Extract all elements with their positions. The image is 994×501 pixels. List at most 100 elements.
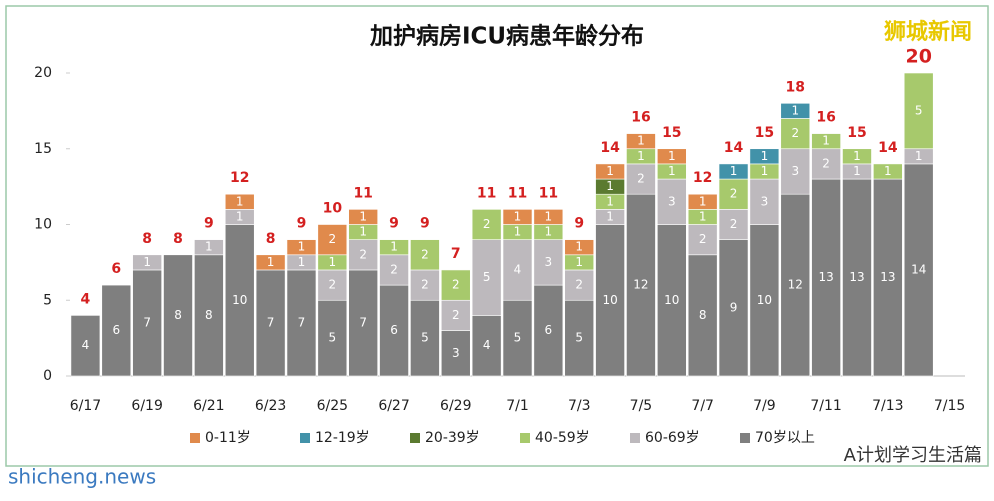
segment-label: 1 bbox=[514, 225, 522, 239]
bar-segment bbox=[657, 178, 687, 225]
segment-label: 1 bbox=[545, 225, 553, 239]
segment-label: 14 bbox=[911, 262, 926, 276]
segment-label: 1 bbox=[236, 209, 244, 223]
bar-segment bbox=[502, 239, 533, 301]
segment-label: 4 bbox=[483, 338, 491, 352]
segment-label: 7 bbox=[267, 315, 275, 329]
total-label: 6 bbox=[111, 261, 121, 277]
segment-label: 3 bbox=[668, 194, 676, 208]
total-label: 9 bbox=[389, 216, 399, 232]
segment-label: 2 bbox=[452, 308, 460, 322]
segment-label: 2 bbox=[730, 217, 738, 231]
bar-segment bbox=[379, 284, 409, 377]
bar-segment bbox=[687, 193, 718, 210]
segment-label: 1 bbox=[606, 194, 614, 208]
segment-label: 2 bbox=[637, 172, 645, 186]
bar-segment bbox=[132, 254, 162, 271]
legend-swatch bbox=[740, 433, 750, 443]
bar-segment bbox=[564, 269, 595, 301]
total-label: 16 bbox=[816, 110, 835, 126]
bar-segment bbox=[873, 178, 903, 377]
bar-segment bbox=[564, 239, 595, 256]
bar-segment bbox=[657, 148, 687, 165]
bar-segment bbox=[194, 254, 224, 377]
segment-label: 2 bbox=[421, 278, 429, 292]
legend-swatch bbox=[300, 433, 310, 443]
bar-segment bbox=[286, 239, 317, 256]
segment-label: 2 bbox=[421, 247, 429, 261]
bar-segment bbox=[903, 72, 934, 150]
x-tick-label: 6/19 bbox=[131, 398, 162, 414]
bar-segment bbox=[749, 178, 780, 225]
segment-label: 4 bbox=[82, 338, 90, 352]
bar-segment bbox=[811, 133, 841, 150]
bar-segment bbox=[410, 239, 440, 271]
bar-segment bbox=[379, 239, 409, 256]
x-tick-label: 7/5 bbox=[630, 398, 653, 414]
y-tick-label: 20 bbox=[34, 65, 52, 81]
segment-label: 1 bbox=[606, 209, 614, 223]
segment-label: 7 bbox=[143, 315, 151, 329]
bar-segment bbox=[657, 224, 687, 377]
segment-label: 1 bbox=[822, 134, 830, 148]
bar-segment bbox=[502, 299, 533, 377]
bar-segment bbox=[626, 133, 656, 150]
bar-segment bbox=[348, 209, 378, 225]
bar-segment bbox=[749, 148, 780, 165]
bar-segment bbox=[533, 239, 564, 286]
segment-label: 2 bbox=[791, 126, 799, 140]
segment-label: 2 bbox=[329, 232, 337, 246]
segment-label: 1 bbox=[298, 240, 306, 254]
segment-label: 1 bbox=[699, 209, 707, 223]
segment-label: 2 bbox=[483, 217, 491, 231]
x-tick-label: 6/29 bbox=[440, 398, 471, 414]
bar-segment bbox=[317, 224, 348, 256]
y-tick-label: 0 bbox=[43, 368, 52, 384]
segment-label: 1 bbox=[637, 149, 645, 163]
total-label: 10 bbox=[323, 201, 343, 217]
chart-title: 加护病房ICU病患年龄分布 bbox=[369, 23, 644, 50]
bar-segment bbox=[687, 224, 718, 256]
segment-label: 8 bbox=[699, 308, 707, 322]
segment-label: 13 bbox=[849, 270, 864, 284]
bar-segment bbox=[440, 269, 471, 301]
x-tick-label: 7/13 bbox=[872, 398, 903, 414]
total-label: 9 bbox=[204, 216, 214, 232]
total-label: 14 bbox=[600, 140, 620, 156]
total-label: 14 bbox=[724, 140, 744, 156]
total-label: 20 bbox=[905, 46, 931, 68]
bar-segment bbox=[842, 148, 872, 165]
segment-label: 6 bbox=[390, 323, 398, 337]
bar-segment bbox=[533, 209, 564, 225]
x-tick-label: 7/3 bbox=[568, 398, 591, 414]
total-label: 12 bbox=[230, 170, 249, 186]
segment-label: 2 bbox=[575, 278, 583, 292]
x-tick-label: 6/27 bbox=[378, 398, 409, 414]
segment-label: 5 bbox=[483, 270, 491, 284]
bar-segment bbox=[564, 299, 595, 377]
segment-label: 5 bbox=[575, 331, 583, 345]
bar-segment bbox=[533, 284, 564, 377]
total-label: 11 bbox=[539, 185, 558, 201]
segment-label: 1 bbox=[143, 255, 151, 269]
bar-segment bbox=[70, 315, 101, 377]
x-tick-label: 6/25 bbox=[317, 398, 348, 414]
y-tick-label: 15 bbox=[34, 141, 52, 157]
bar-segment bbox=[410, 299, 440, 377]
segment-label: 1 bbox=[668, 164, 676, 178]
bar-segment bbox=[595, 163, 625, 180]
total-label: 8 bbox=[173, 231, 183, 247]
bar-segment bbox=[348, 269, 378, 377]
legend-label: 0-11岁 bbox=[205, 430, 251, 446]
segment-label: 3 bbox=[452, 346, 460, 360]
segment-label: 10 bbox=[602, 293, 617, 307]
segment-label: 5 bbox=[421, 331, 429, 345]
bar-segment bbox=[780, 193, 811, 377]
bar-segment bbox=[811, 178, 841, 377]
segment-label: 1 bbox=[575, 240, 583, 254]
segment-label: 10 bbox=[664, 293, 679, 307]
x-tick-label: 6/17 bbox=[70, 398, 101, 414]
segment-label: 1 bbox=[853, 164, 861, 178]
total-label: 15 bbox=[847, 125, 866, 141]
segment-label: 1 bbox=[853, 149, 861, 163]
